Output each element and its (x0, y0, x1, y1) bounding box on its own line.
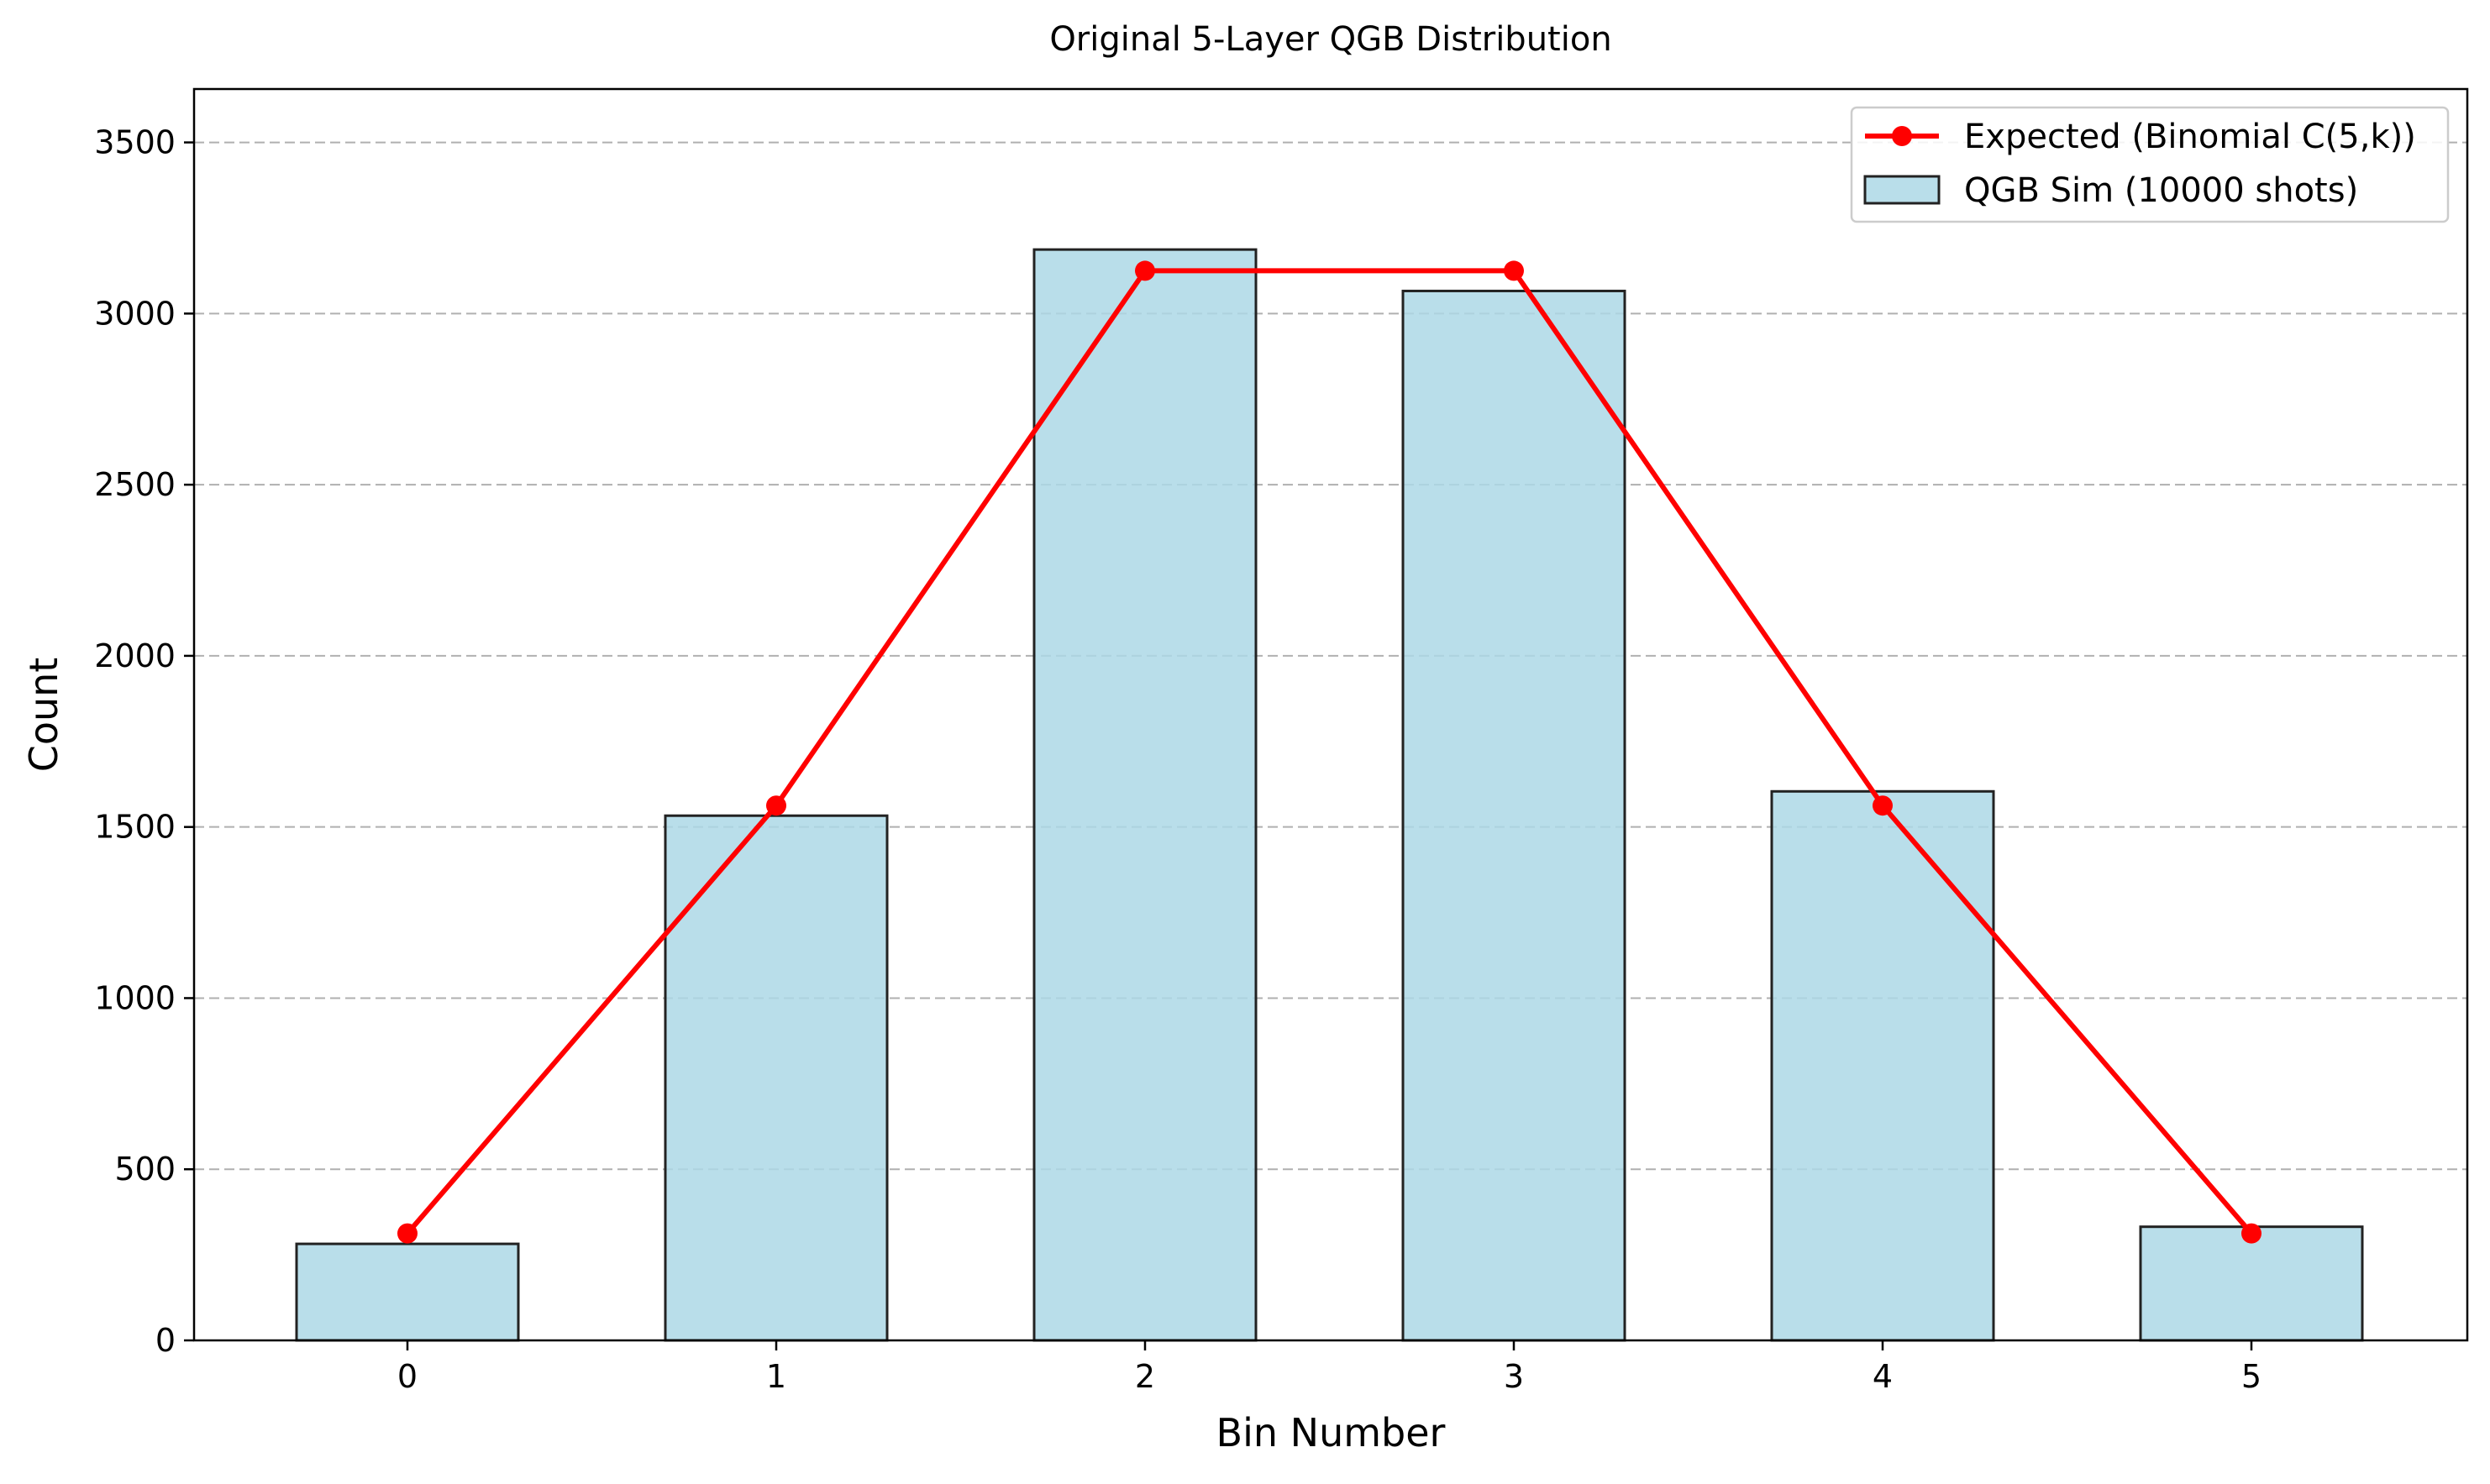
x-tick-label: 3 (1504, 1358, 1524, 1395)
x-tick-label: 5 (2241, 1358, 2261, 1395)
legend-expected-marker-swatch (1892, 126, 1912, 146)
bar-bin-5 (2139, 1225, 2364, 1342)
line-series (397, 260, 2261, 1244)
y-tick-label: 2000 (94, 637, 176, 674)
expected-point-1 (766, 795, 786, 816)
expected-point-4 (1873, 795, 1893, 816)
y-tick-label: 1000 (94, 979, 176, 1016)
bar-series (295, 248, 2364, 1342)
bar-bin-4 (1770, 789, 1995, 1342)
expected-point-3 (1504, 260, 1524, 281)
expected-point-0 (397, 1223, 418, 1244)
chart-title: Original 5-Layer QGB Distribution (1049, 20, 1611, 59)
expected-point-2 (1135, 260, 1155, 281)
x-tick-label: 1 (766, 1358, 786, 1395)
legend-sim-label: QGB Sim (10000 shots) (1964, 171, 2358, 210)
y-tick-label: 3500 (94, 124, 176, 161)
x-tick-label: 4 (1873, 1358, 1893, 1395)
x-tick-label: 2 (1135, 1358, 1155, 1395)
x-axis-label: Bin Number (1216, 1410, 1446, 1455)
y-tick-label: 3000 (94, 295, 176, 332)
y-tick-label: 1500 (94, 809, 176, 846)
axis-ticks: 0 500 1000 1500 2000 2500 3000 3500 0 1 2 3 4 5 (94, 124, 2261, 1395)
grid-lines (194, 141, 2467, 1171)
legend-sim-bar-swatch (1863, 175, 1941, 205)
legend: Expected (Binomial C(5,k)) QGB Sim (1000… (1850, 106, 2450, 223)
y-axis-label: Count (21, 658, 66, 773)
bar-bin-0 (295, 1242, 520, 1342)
bar-bin-2 (1032, 248, 1258, 1342)
legend-frame (1850, 106, 2450, 223)
expected-line (405, 268, 2254, 1235)
expected-point-5 (2241, 1223, 2261, 1244)
y-tick-label: 500 (114, 1151, 176, 1188)
y-tick-label: 2500 (94, 466, 176, 503)
y-tick-label: 0 (155, 1322, 176, 1359)
x-tick-label: 0 (397, 1358, 418, 1395)
plot-area-frame (192, 87, 2469, 1342)
bar-bin-3 (1401, 289, 1626, 1342)
legend-expected-label: Expected (Binomial C(5,k)) (1964, 118, 2416, 156)
